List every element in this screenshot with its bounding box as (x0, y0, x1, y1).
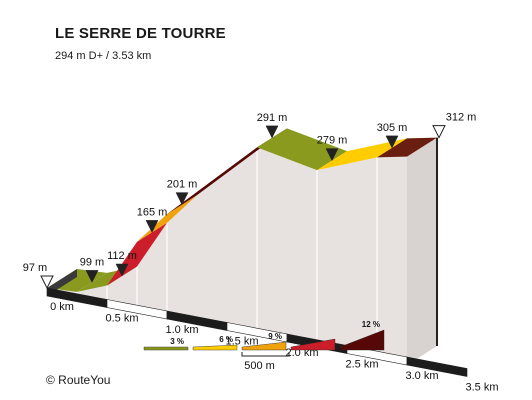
legend-scale-label: 500 m (244, 360, 275, 372)
distance-tick-label: 0 km (50, 301, 74, 313)
elevation-marker (145, 220, 159, 233)
legend-scale-bracket (241, 352, 290, 357)
elevation-marker (432, 125, 446, 139)
legend-wedge (241, 341, 287, 351)
distance-tick-label: 3.5 km (465, 382, 498, 394)
distance-band (406, 356, 468, 377)
elevation-label: 291 m (257, 112, 288, 124)
routeyou-credit: © RouteYou (46, 373, 111, 387)
gradient-segment (377, 137, 437, 158)
elevation-label: 165 m (137, 206, 168, 218)
elevation-label: 312 m (446, 112, 477, 124)
elevation-label: 305 m (377, 122, 408, 134)
gradient-segment (317, 138, 407, 171)
distance-tick-label: 1.0 km (165, 324, 198, 336)
elevation-label: 97 m (23, 262, 47, 274)
elevation-label: 99 m (80, 256, 104, 268)
elevation-marker (115, 263, 129, 277)
elevation-marker (175, 192, 189, 206)
legend-label: 3 % (170, 337, 184, 346)
legend-label: 9 % (268, 332, 282, 341)
elevation-marker (85, 270, 99, 283)
distance-tick-label: 3.0 km (405, 370, 438, 382)
legend-wedge (143, 346, 189, 351)
distance-tick-label: 1.5 km (225, 336, 258, 348)
elevation-label: 279 m (317, 135, 348, 147)
legend-wedge (192, 344, 238, 351)
legend-wedge (339, 329, 385, 351)
profile-front-face (47, 137, 438, 365)
legend-label: 12 % (362, 320, 380, 329)
chart-subtitle: 294 m D+ / 3.53 km (55, 50, 152, 62)
gradient-segment (167, 128, 287, 215)
elevation-marker (40, 275, 54, 290)
gradient-legend: 3 % 6 % 9 % 12 % 500 m (143, 320, 385, 372)
distance-tick-label: 2.5 km (345, 359, 378, 371)
elevation-label: 201 m (167, 179, 198, 191)
legend-wedge (290, 338, 336, 351)
profile-end-wall (407, 137, 437, 365)
chart-title: LE SERRE DE TOURRE (55, 25, 226, 42)
legend-label: 6 % (219, 335, 233, 344)
elevation-marker (265, 125, 279, 139)
gradient-segment (257, 128, 347, 171)
elevation-marker (325, 148, 339, 162)
elevation-label: 112 m (107, 250, 137, 262)
distance-tick-label: 0.5 km (105, 313, 138, 325)
elevation-marker (385, 135, 399, 149)
